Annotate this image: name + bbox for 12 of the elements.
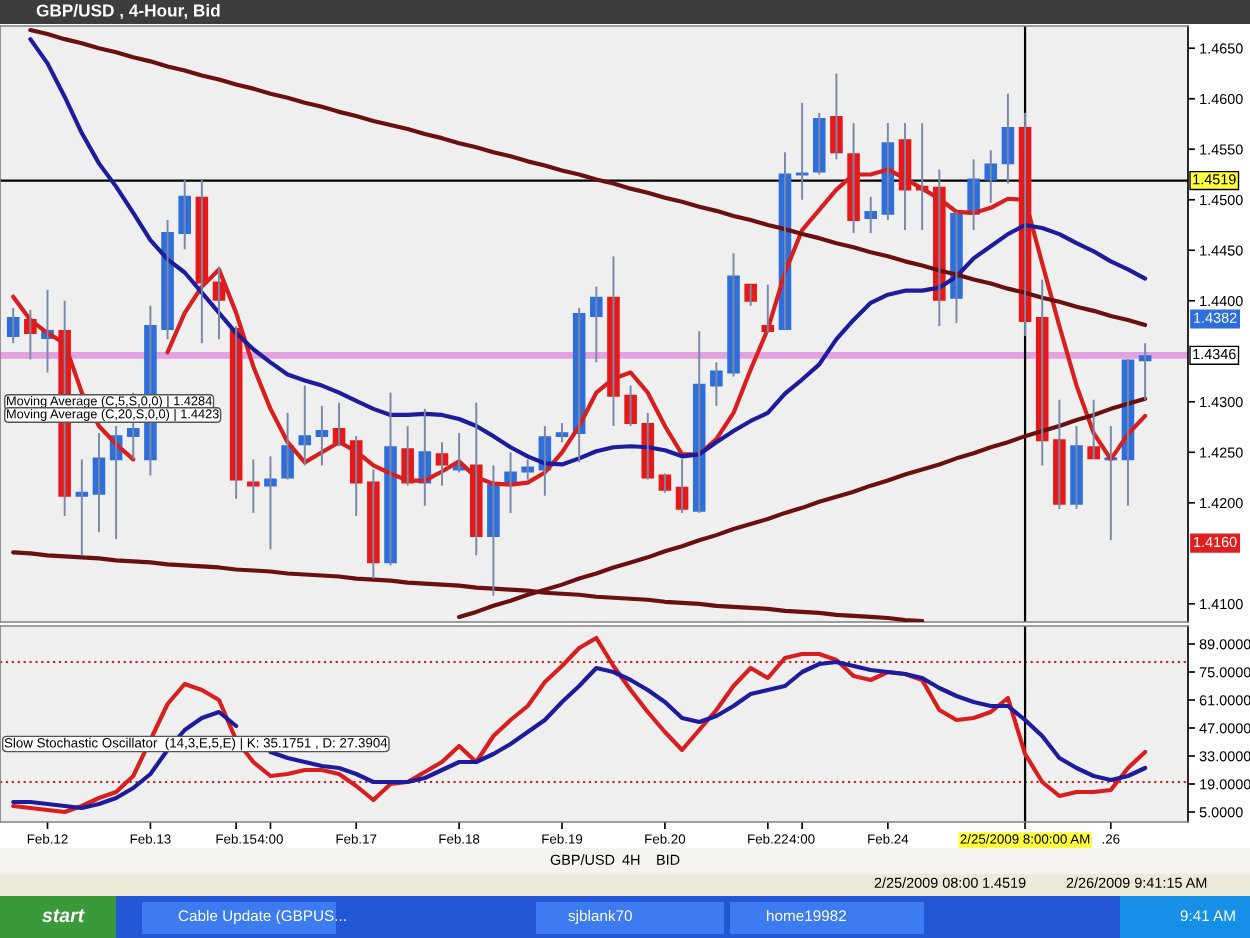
candlestick (247, 458, 260, 514)
candlestick (298, 384, 312, 467)
chart-title: GBP/USD , 4-Hour, Bid (36, 3, 220, 20)
candlestick (521, 458, 534, 481)
candlestick (984, 149, 998, 204)
candlestick (384, 391, 397, 567)
candlestick (727, 252, 740, 378)
candlestick (864, 195, 878, 235)
candlestick (264, 455, 277, 551)
text: start (42, 909, 85, 923)
candlestick (1070, 425, 1083, 510)
line-series (28, 27, 1148, 328)
